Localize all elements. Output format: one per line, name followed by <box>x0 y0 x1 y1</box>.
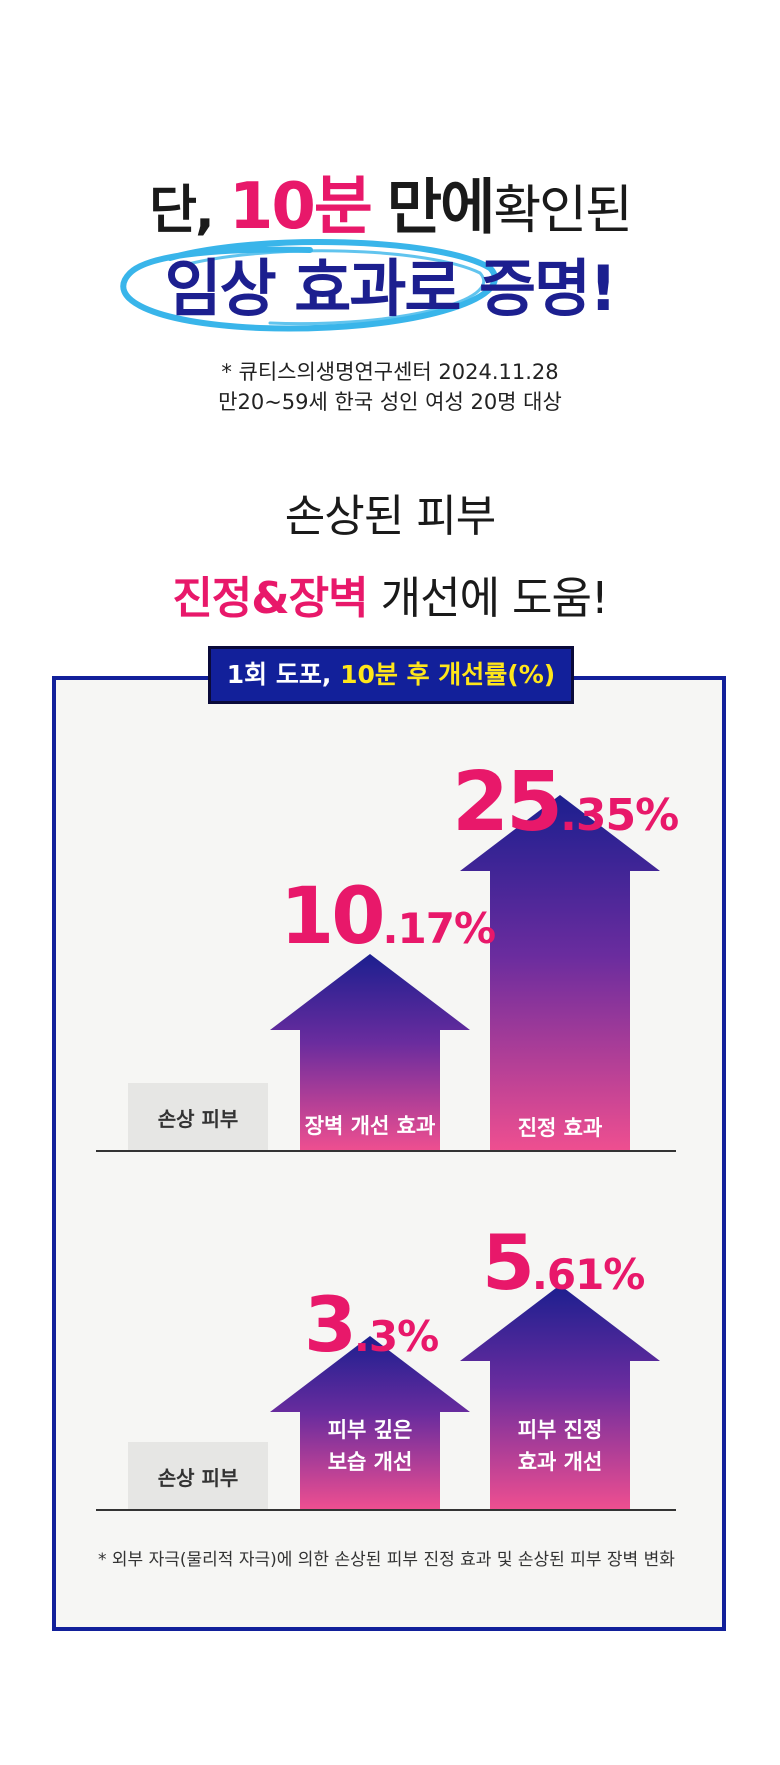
chart1-value1: 10.17% <box>280 872 496 962</box>
chart2-value2-dec: .61% <box>531 1250 645 1299</box>
chart2-bar1-label-l1: 피부 깊은 <box>327 1418 413 1442</box>
panel-tag-yellow: 10분 후 개선률(%) <box>340 660 556 689</box>
chart1-baseline <box>96 1150 676 1152</box>
chart2-value1-dec: .3% <box>353 1312 439 1361</box>
headline-mid: 만에 <box>386 173 495 243</box>
headline-line2: 임상 효과로 증명! <box>164 252 618 325</box>
source-line2: 만20~59세 한국 성인 여성 20명 대상 <box>218 390 562 414</box>
subhead-line2: 진정&장벽 개선에 도움! <box>0 562 780 626</box>
c1a1-path <box>270 954 470 1151</box>
chart1-arrow-barrier-shape <box>270 954 470 1151</box>
chart2-base-label: 손상 피부 <box>157 1465 239 1490</box>
chart2-value2-int: 5 <box>482 1218 535 1307</box>
chart1-base-label: 손상 피부 <box>157 1106 239 1131</box>
chart2-bar2-label-l1: 피부 진정 <box>517 1418 603 1442</box>
chart2-value2: 5.61% <box>482 1218 645 1307</box>
chart1-arrow-soothing: 진정 효과 <box>460 795 660 1151</box>
chart1-bar1-label: 장벽 개선 효과 <box>304 1114 436 1138</box>
chart2-bar2-label: 피부 진정 효과 개선 <box>460 1414 660 1478</box>
c2a1-path <box>270 1336 470 1510</box>
chart2-arrow-moisture-shape <box>270 1336 470 1510</box>
chart2-bar2-label-l2: 효과 개선 <box>517 1450 603 1474</box>
chart2-value1-int: 3 <box>304 1280 357 1369</box>
subhead-line1: 손상된 피부 <box>284 491 496 542</box>
chart1-value1-dec: .17% <box>382 904 496 953</box>
scribble-circle-decoration <box>120 239 498 332</box>
chart1-value2: 25.35% <box>452 755 679 850</box>
chart1-arrow-soothing-shape <box>460 795 660 1151</box>
chart1-base-bar: 손상 피부 <box>128 1083 268 1151</box>
chart2-baseline <box>96 1509 676 1511</box>
chart2-arrow-calm: 피부 진정 효과 개선 <box>460 1285 660 1510</box>
footnote: * 외부 자극(물리적 자극)에 의한 손상된 피부 진정 효과 및 손상된 피… <box>98 1550 675 1570</box>
chart2-arrow-moisture: 피부 깊은 보습 개선 <box>270 1336 470 1510</box>
chart1-arrow-barrier: 장벽 개선 효과 <box>270 954 470 1151</box>
headline-line1: 단, 10분 만에확인된 <box>0 155 780 247</box>
chart1-bar2-label: 진정 효과 <box>517 1116 603 1140</box>
chart1-value2-dec: .35% <box>560 790 679 841</box>
headline-highlight: 10분 <box>228 170 373 244</box>
panel-tag-white: 1회 도포, <box>226 660 332 689</box>
headline-pre: 단, <box>149 181 215 241</box>
chart1-value1-int: 10 <box>280 872 386 962</box>
subhead-highlight: 진정&장벽 <box>172 573 368 624</box>
c2a2-path <box>460 1285 660 1510</box>
chart2-bar1-label: 피부 깊은 보습 개선 <box>270 1414 470 1478</box>
chart2-value1: 3.3% <box>304 1280 439 1369</box>
c1a2-path <box>460 795 660 1151</box>
chart2-base-bar: 손상 피부 <box>128 1442 268 1510</box>
source-line1: * 큐티스의생명연구센터 2024.11.28 <box>221 360 559 384</box>
subhead-rest: 개선에 도움! <box>380 573 609 624</box>
panel-tag: 1회 도포, 10분 후 개선률(%) <box>208 646 574 704</box>
chart2-arrow-calm-shape <box>460 1285 660 1510</box>
chart1-value2-int: 25 <box>452 755 563 850</box>
chart2-bar1-label-l2: 보습 개선 <box>327 1450 413 1474</box>
headline-post: 확인된 <box>493 181 633 241</box>
